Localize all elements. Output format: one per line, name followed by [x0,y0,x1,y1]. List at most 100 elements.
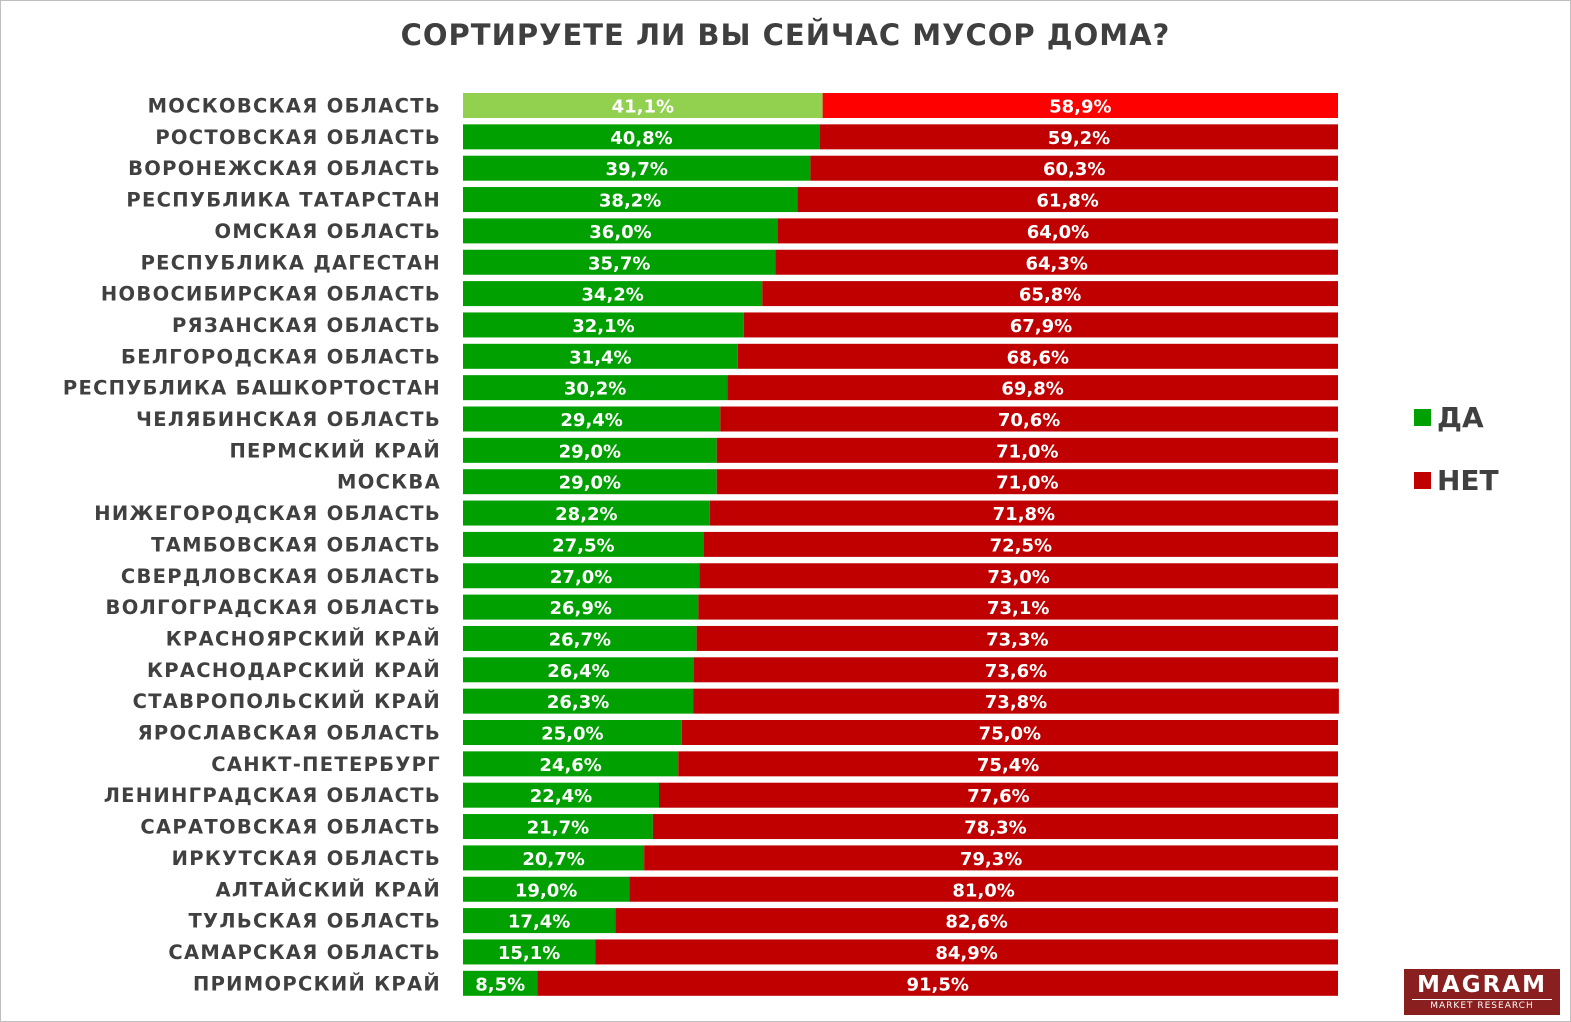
bar-no [810,155,1338,181]
data-label-no: 64,3% [1025,253,1087,274]
data-label-no: 73,1% [987,598,1049,619]
chart-title: СОРТИРУЕТЕ ЛИ ВЫ СЕЙЧАС МУСОР ДОМА? [400,18,1171,52]
data-label-no: 84,9% [935,943,997,964]
category-label: ЯРОСЛАВСКАЯ ОБЛАСТЬ [138,722,441,745]
category-label: РЕСПУБЛИКА ТАТАРСТАН [126,189,441,212]
bar-no [652,814,1338,840]
data-label-yes: 21,7% [527,818,589,839]
data-label-yes: 30,2% [564,379,626,400]
data-label-no: 60,3% [1043,159,1105,180]
category-label: САНКТ-ПЕТЕРБУРГ [211,753,441,776]
bar-no [743,312,1338,338]
bar-no [820,124,1338,150]
data-label-yes: 20,7% [522,849,584,870]
bar-yes [463,155,811,181]
data-label-no: 91,5% [906,974,968,995]
bar-no [709,500,1338,526]
category-label: НОВОСИБИРСКАЯ ОБЛАСТЬ [101,283,441,306]
bar-no [703,531,1338,557]
data-label-yes: 40,8% [610,128,672,149]
data-label-yes: 24,6% [539,755,601,776]
data-label-no: 73,0% [987,567,1049,588]
bar-yes [463,281,763,307]
bar-no [678,751,1338,777]
data-label-no: 59,2% [1048,128,1110,149]
category-label: МОСКВА [337,471,441,494]
bar-yes [463,375,728,401]
data-label-no: 82,6% [945,912,1007,933]
data-label-yes: 19,0% [515,880,577,901]
data-label-yes: 41,1% [612,97,674,118]
data-label-no: 61,8% [1036,191,1098,212]
category-label: РЕСПУБЛИКА ДАГЕСТАН [141,251,441,274]
data-label-no: 70,6% [998,410,1060,431]
legend-swatch-no [1414,472,1431,489]
category-label: ПРИМОРСКИЙ КРАЙ [193,972,441,995]
data-label-yes: 25,0% [541,724,603,745]
category-label: ЧЕЛЯБИНСКАЯ ОБЛАСТЬ [136,408,441,431]
bar-yes [463,845,645,871]
bar-no [775,249,1338,275]
data-label-no: 81,0% [952,880,1014,901]
bar-no [595,939,1338,965]
data-label-yes: 36,0% [589,222,651,243]
bar-no [699,563,1338,589]
data-label-no: 71,0% [996,473,1058,494]
category-label: КРАСНОЯРСКИЙ КРАЙ [166,627,441,650]
data-label-yes: 31,4% [569,347,631,368]
data-label-yes: 38,2% [599,191,661,212]
bar-yes [463,343,738,369]
category-label: ЛЕНИНГРАДСКАЯ ОБЛАСТЬ [104,784,441,807]
category-label: ПЕРМСКИЙ КРАЙ [229,439,441,462]
category-label: СТАВРОПОЛЬСКИЙ КРАЙ [133,690,441,713]
bar-no [698,594,1338,620]
category-label: СВЕРДЛОВСКАЯ ОБЛАСТЬ [121,565,441,588]
data-label-yes: 26,3% [547,692,609,713]
data-label-no: 78,3% [964,818,1026,839]
category-label: РОСТОВСКАЯ ОБЛАСТЬ [155,126,441,149]
legend-label-yes: ДА [1437,401,1484,434]
bar-no [778,218,1338,244]
bar-yes [463,187,798,213]
bar-yes [463,93,823,118]
category-label: АЛТАЙСКИЙ КРАЙ [215,878,441,901]
category-label: САРАТОВСКАЯ ОБЛАСТЬ [140,816,441,839]
bar-yes [463,469,717,495]
bar-no [693,688,1339,714]
data-label-no: 75,4% [977,755,1039,776]
data-label-no: 75,0% [979,724,1041,745]
data-label-no: 67,9% [1010,316,1072,337]
data-label-no: 65,8% [1019,285,1081,306]
data-label-no: 68,6% [1007,347,1069,368]
bar-no [696,625,1338,651]
legend-swatch-yes [1414,409,1431,426]
category-label: САМАРСКАЯ ОБЛАСТЬ [168,941,441,964]
category-label: НИЖЕГОРОДСКАЯ ОБЛАСТЬ [94,502,441,525]
data-label-no: 71,0% [996,441,1058,462]
bar-no [659,782,1338,808]
data-label-no: 58,9% [1049,97,1111,118]
data-label-yes: 34,2% [581,285,643,306]
data-label-yes: 28,2% [555,504,617,525]
bar-no [822,93,1338,118]
legend-label-no: НЕТ [1437,464,1499,497]
bar-no [537,970,1338,996]
bar-no [629,876,1338,902]
category-label: ИРКУТСКАЯ ОБЛАСТЬ [172,847,441,870]
bar-yes [463,312,744,338]
data-label-no: 73,3% [986,629,1048,650]
bar-yes [463,249,776,275]
category-label: ОМСКАЯ ОБЛАСТЬ [214,220,441,243]
bar-yes [463,406,721,432]
bar-yes [463,814,653,840]
magram-logo: MAGRAM MARKET RESEARCH [1404,969,1560,1015]
data-label-no: 72,5% [990,535,1052,556]
bar-yes [463,594,699,620]
data-label-yes: 17,4% [508,912,570,933]
data-label-yes: 26,4% [547,661,609,682]
data-label-yes: 27,0% [550,567,612,588]
category-label: КРАСНОДАРСКИЙ КРАЙ [147,659,441,682]
data-label-no: 73,8% [985,692,1047,713]
bar-yes [463,657,694,683]
bar-yes [463,782,659,808]
